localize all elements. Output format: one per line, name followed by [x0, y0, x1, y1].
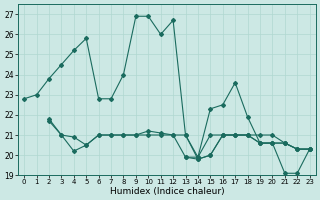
X-axis label: Humidex (Indice chaleur): Humidex (Indice chaleur) [109, 187, 224, 196]
